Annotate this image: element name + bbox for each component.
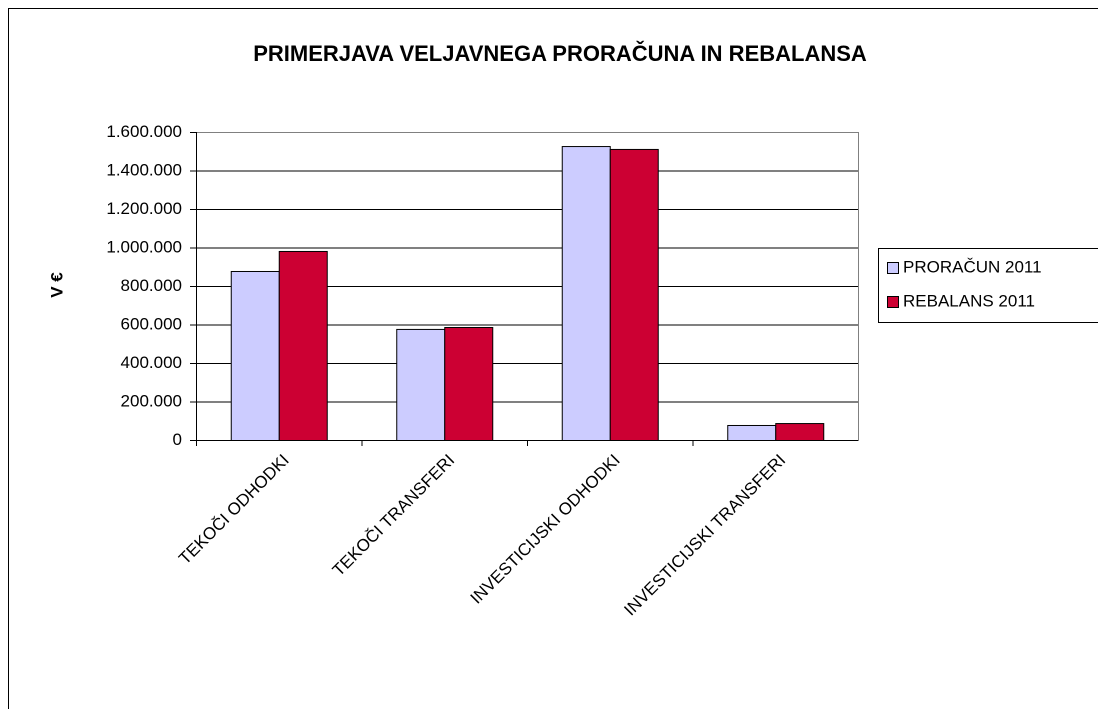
bar xyxy=(278,250,328,441)
bar xyxy=(230,270,280,441)
bar xyxy=(609,148,659,441)
legend-swatch xyxy=(887,296,899,308)
y-tick-label: 200.000 xyxy=(121,391,182,410)
y-axis-label: V € xyxy=(47,272,66,298)
y-tick-label: 0 xyxy=(173,430,182,449)
legend-box xyxy=(878,248,1098,323)
y-tick-label: 1.200.000 xyxy=(106,199,182,218)
bar xyxy=(775,423,825,441)
y-tick-label: 400.000 xyxy=(121,353,182,372)
bar xyxy=(444,327,494,441)
y-tick-label: 800.000 xyxy=(121,276,182,295)
bar xyxy=(396,328,446,441)
chart-border xyxy=(8,8,1098,709)
chart-title: PRIMERJAVA VELJAVNEGA PRORAČUNA IN REBAL… xyxy=(253,41,867,66)
y-tick-label: 1.400.000 xyxy=(106,160,182,179)
bar xyxy=(561,146,611,442)
bar xyxy=(727,424,777,441)
legend-swatch xyxy=(887,262,899,274)
y-tick-label: 1.000.000 xyxy=(106,237,182,256)
y-tick-label: 600.000 xyxy=(121,314,182,333)
y-tick-label: 1.600.000 xyxy=(106,122,182,141)
legend-label: PRORAČUN 2011 xyxy=(903,257,1042,276)
legend-label: REBALANS 2011 xyxy=(903,291,1035,310)
